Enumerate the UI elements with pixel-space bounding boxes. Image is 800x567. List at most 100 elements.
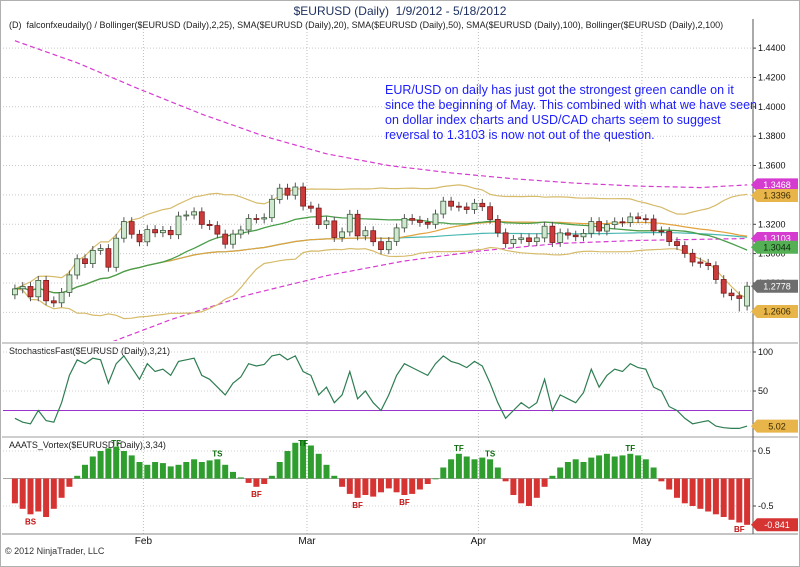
- candle-body: [697, 261, 704, 264]
- candle-body: [596, 221, 602, 232]
- vortex-bar: [736, 478, 743, 523]
- vortex-bar: [448, 459, 455, 479]
- vortex-bar: [378, 478, 384, 493]
- vortex-bar: [43, 478, 50, 517]
- candle-body: [66, 274, 73, 293]
- candle-body: [689, 252, 696, 263]
- vortex-bar: [712, 478, 719, 515]
- vortex-bar: [471, 459, 478, 479]
- vortex-bar: [720, 478, 727, 517]
- vortex-bar: [541, 478, 548, 487]
- candle-body: [666, 231, 673, 243]
- vortex-bar: [487, 459, 494, 479]
- price-badge: 1.2778: [751, 279, 798, 293]
- candle-body: [50, 300, 57, 304]
- vortex-bar: [276, 462, 283, 479]
- candle-body: [627, 216, 634, 223]
- candle-body: [448, 200, 455, 207]
- vortex-bar: [315, 453, 322, 479]
- vortex-bar: [409, 478, 416, 494]
- candle-body: [424, 221, 431, 225]
- candle-body: [416, 219, 423, 223]
- price-tick-label: 1.3200: [758, 219, 786, 229]
- candle-body: [331, 220, 338, 238]
- vortex-bar: [658, 478, 665, 482]
- price-tick-label: 1.4200: [758, 73, 786, 83]
- vortex-signal-label: BF: [734, 525, 745, 534]
- vortex-bar: [697, 478, 704, 509]
- candle-body: [463, 206, 470, 210]
- vortex-bar: [370, 478, 377, 497]
- vortex-signal-label: BF: [251, 490, 262, 499]
- price-tick-label: 1.4400: [758, 43, 786, 53]
- candle-body: [510, 238, 517, 244]
- stoch-tick-label: 50: [758, 386, 768, 396]
- vortex-bar: [120, 451, 127, 479]
- vortex-bar: [619, 455, 626, 479]
- vortex-bar: [354, 478, 361, 498]
- vortex-bar: [393, 478, 400, 493]
- vortex-bar: [533, 478, 540, 498]
- vortex-indicator-label: AAATS_Vortex($EURUSD (Daily),3,34): [9, 440, 166, 450]
- candle-body: [588, 221, 595, 234]
- vortex-bar: [11, 478, 18, 504]
- vortex-bar: [105, 448, 112, 479]
- candle-body: [744, 285, 750, 307]
- candle-body: [346, 213, 353, 233]
- main-indicator-label: (D) falconfxeudaily() / Bollinger($EURUS…: [9, 20, 724, 30]
- annotation-note[interactable]: EUR/USD on daily has just got the strong…: [385, 83, 757, 142]
- svg-text:1.2606: 1.2606: [763, 307, 791, 317]
- vortex-bar: [549, 475, 556, 479]
- candle-body: [378, 241, 384, 250]
- vortex-bar: [432, 478, 439, 480]
- candle-body: [432, 213, 439, 225]
- price-badge: 1.3044: [751, 240, 798, 254]
- candle-body: [35, 279, 42, 298]
- window-title: $EURUSD (Daily) 1/9/2012 - 5/18/2012: [293, 4, 507, 18]
- vortex-bar: [331, 475, 338, 479]
- vortex-bar: [167, 466, 174, 479]
- candle-body: [440, 200, 447, 215]
- vortex-bar: [494, 467, 501, 479]
- candle-body: [362, 230, 369, 237]
- vortex-bar: [214, 459, 221, 479]
- stoch-indicator-label: StochasticsFast($EURUSD (Daily),3,21): [9, 346, 171, 356]
- vortex-bar: [728, 478, 735, 520]
- price-axis[interactable]: [754, 19, 799, 534]
- candle-body: [284, 187, 291, 196]
- svg-text:1.2778: 1.2778: [763, 281, 791, 291]
- bollinger25-upper-line: [14, 184, 748, 290]
- vortex-bar: [463, 456, 470, 479]
- candle-body: [642, 218, 649, 221]
- price-tick-label: 1.4000: [758, 102, 786, 112]
- vortex-bar: [642, 459, 649, 479]
- vortex-signal-label: TS: [212, 449, 223, 458]
- candle-body: [167, 229, 174, 236]
- candle-body: [58, 291, 65, 304]
- candle-body: [635, 216, 641, 220]
- bollinger100-lower-line: [112, 237, 748, 341]
- vortex-bar: [564, 462, 571, 479]
- vortex-badge: -0.841: [751, 518, 798, 532]
- stochastics-panel: 100 50 5.02: [3, 347, 798, 433]
- vortex-bar: [27, 478, 34, 515]
- vortex-bar: [627, 453, 634, 479]
- time-axis[interactable]: [3, 535, 752, 555]
- price-badge: 1.3396: [751, 189, 798, 202]
- vortex-bar: [144, 464, 151, 479]
- svg-text:-0.841: -0.841: [764, 520, 790, 530]
- vortex-bar: [705, 478, 712, 512]
- vortex-signal-label: TF: [111, 439, 121, 448]
- vortex-bar: [245, 478, 252, 483]
- vortex-signal-label: BS: [25, 517, 37, 526]
- vortex-bar: [19, 478, 26, 509]
- copyright-label: © 2012 NinjaTrader, LLC: [5, 546, 105, 556]
- vortex-signal-label: TF: [298, 439, 308, 448]
- candle-body: [105, 248, 112, 268]
- candle-body: [487, 206, 494, 220]
- candle-body: [230, 233, 236, 245]
- vortex-bar: [307, 445, 314, 479]
- candle-body: [455, 205, 462, 208]
- candle-body: [206, 223, 213, 226]
